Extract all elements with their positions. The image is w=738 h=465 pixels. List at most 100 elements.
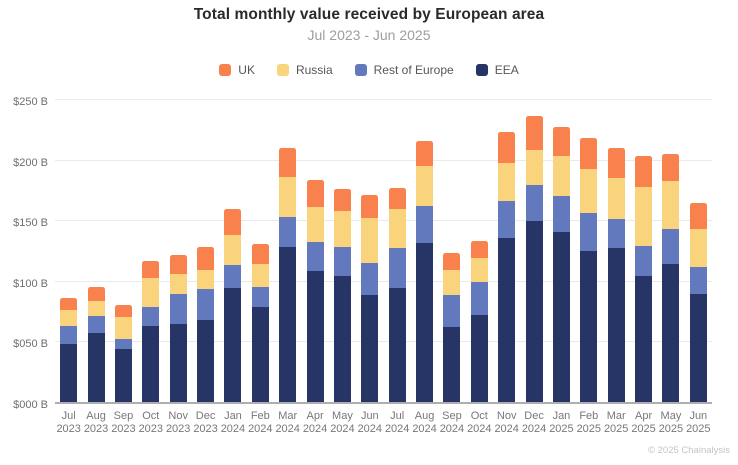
bar-sep-2023[interactable]	[114, 305, 132, 402]
bar-segment-uk[interactable]	[306, 180, 324, 207]
bar-segment-eea[interactable]	[224, 288, 242, 402]
bar-segment-russia[interactable]	[306, 206, 324, 243]
bar-segment-eea[interactable]	[607, 248, 625, 402]
bar-segment-rest-of-europe[interactable]	[607, 219, 625, 249]
bar-jan-2024[interactable]	[224, 209, 242, 402]
bar-segment-russia[interactable]	[552, 155, 570, 196]
bar-segment-uk[interactable]	[87, 286, 105, 302]
bar-segment-russia[interactable]	[169, 273, 187, 295]
bar-segment-eea[interactable]	[279, 246, 297, 402]
bar-segment-rest-of-europe[interactable]	[60, 325, 78, 344]
bar-segment-eea[interactable]	[635, 275, 653, 402]
bar-segment-russia[interactable]	[443, 269, 461, 296]
bar-mar-2025[interactable]	[607, 147, 625, 402]
bar-segment-rest-of-europe[interactable]	[580, 212, 598, 251]
bar-nov-2024[interactable]	[498, 131, 516, 402]
bar-segment-rest-of-europe[interactable]	[87, 315, 105, 333]
bar-segment-eea[interactable]	[60, 343, 78, 402]
bar-segment-russia[interactable]	[580, 169, 598, 213]
bar-segment-russia[interactable]	[224, 234, 242, 266]
bar-segment-eea[interactable]	[662, 263, 680, 402]
bar-segment-rest-of-europe[interactable]	[662, 228, 680, 264]
bar-segment-russia[interactable]	[197, 269, 215, 290]
bar-segment-uk[interactable]	[416, 141, 434, 166]
bar-segment-rest-of-europe[interactable]	[197, 289, 215, 320]
bar-segment-eea[interactable]	[470, 314, 488, 402]
bar-segment-uk[interactable]	[635, 155, 653, 188]
bar-segment-russia[interactable]	[416, 165, 434, 206]
bar-segment-rest-of-europe[interactable]	[443, 295, 461, 327]
bar-segment-uk[interactable]	[197, 246, 215, 270]
legend-item-russia[interactable]: Russia	[276, 63, 333, 77]
bar-segment-uk[interactable]	[580, 137, 598, 170]
bar-segment-uk[interactable]	[443, 252, 461, 270]
bar-segment-eea[interactable]	[498, 238, 516, 402]
bar-segment-rest-of-europe[interactable]	[552, 195, 570, 233]
bar-segment-uk[interactable]	[470, 240, 488, 258]
bar-segment-russia[interactable]	[470, 257, 488, 283]
bar-segment-rest-of-europe[interactable]	[306, 242, 324, 272]
bar-segment-uk[interactable]	[60, 297, 78, 310]
bar-segment-uk[interactable]	[279, 147, 297, 177]
bar-aug-2024[interactable]	[416, 141, 434, 402]
bar-segment-rest-of-europe[interactable]	[525, 185, 543, 222]
bar-segment-rest-of-europe[interactable]	[388, 248, 406, 289]
bar-apr-2024[interactable]	[306, 180, 324, 402]
legend-item-eea[interactable]: EEA	[475, 63, 519, 77]
bar-segment-russia[interactable]	[635, 187, 653, 246]
bar-segment-rest-of-europe[interactable]	[333, 246, 351, 276]
bar-segment-eea[interactable]	[416, 243, 434, 402]
bar-segment-uk[interactable]	[224, 209, 242, 235]
bar-segment-uk[interactable]	[662, 153, 680, 182]
bar-segment-eea[interactable]	[689, 294, 707, 402]
bar-mar-2024[interactable]	[279, 147, 297, 402]
bar-segment-rest-of-europe[interactable]	[251, 286, 269, 308]
bar-segment-russia[interactable]	[251, 263, 269, 287]
bar-segment-uk[interactable]	[552, 126, 570, 156]
bar-segment-uk[interactable]	[388, 187, 406, 210]
bar-segment-eea[interactable]	[169, 324, 187, 402]
bar-segment-rest-of-europe[interactable]	[142, 307, 160, 326]
bar-dec-2023[interactable]	[197, 246, 215, 402]
bar-oct-2024[interactable]	[470, 240, 488, 402]
bar-segment-eea[interactable]	[197, 319, 215, 402]
bar-segment-eea[interactable]	[306, 271, 324, 402]
bar-segment-russia[interactable]	[361, 217, 379, 263]
bar-apr-2025[interactable]	[635, 155, 653, 402]
bar-segment-russia[interactable]	[142, 278, 160, 308]
bar-segment-eea[interactable]	[552, 232, 570, 402]
bar-segment-russia[interactable]	[662, 181, 680, 229]
bar-segment-rest-of-europe[interactable]	[470, 282, 488, 315]
bar-segment-rest-of-europe[interactable]	[635, 245, 653, 276]
bar-segment-eea[interactable]	[333, 275, 351, 402]
bar-segment-russia[interactable]	[525, 149, 543, 186]
bar-segment-russia[interactable]	[689, 228, 707, 268]
bar-segment-uk[interactable]	[142, 261, 160, 279]
bar-segment-eea[interactable]	[114, 348, 132, 402]
bar-segment-russia[interactable]	[87, 301, 105, 316]
bar-segment-uk[interactable]	[525, 115, 543, 150]
bar-may-2025[interactable]	[662, 153, 680, 402]
bar-segment-rest-of-europe[interactable]	[498, 200, 516, 239]
bar-jun-2025[interactable]	[689, 203, 707, 402]
bar-oct-2023[interactable]	[142, 261, 160, 402]
bar-segment-russia[interactable]	[60, 309, 78, 326]
bar-segment-rest-of-europe[interactable]	[169, 294, 187, 325]
bar-segment-eea[interactable]	[580, 250, 598, 402]
bar-segment-uk[interactable]	[498, 131, 516, 164]
bar-nov-2023[interactable]	[169, 255, 187, 402]
bar-segment-rest-of-europe[interactable]	[224, 265, 242, 289]
bar-aug-2023[interactable]	[87, 286, 105, 402]
bar-segment-uk[interactable]	[689, 203, 707, 229]
legend-item-rest-of-europe[interactable]: Rest of Europe	[354, 63, 454, 77]
bar-segment-eea[interactable]	[525, 221, 543, 402]
bar-segment-rest-of-europe[interactable]	[416, 205, 434, 244]
bar-segment-eea[interactable]	[87, 332, 105, 402]
bar-segment-rest-of-europe[interactable]	[361, 262, 379, 296]
bar-segment-eea[interactable]	[443, 326, 461, 402]
bar-segment-rest-of-europe[interactable]	[689, 267, 707, 295]
bar-segment-eea[interactable]	[361, 295, 379, 402]
bar-segment-eea[interactable]	[251, 307, 269, 402]
bar-segment-russia[interactable]	[333, 210, 351, 247]
bar-jan-2025[interactable]	[552, 126, 570, 402]
